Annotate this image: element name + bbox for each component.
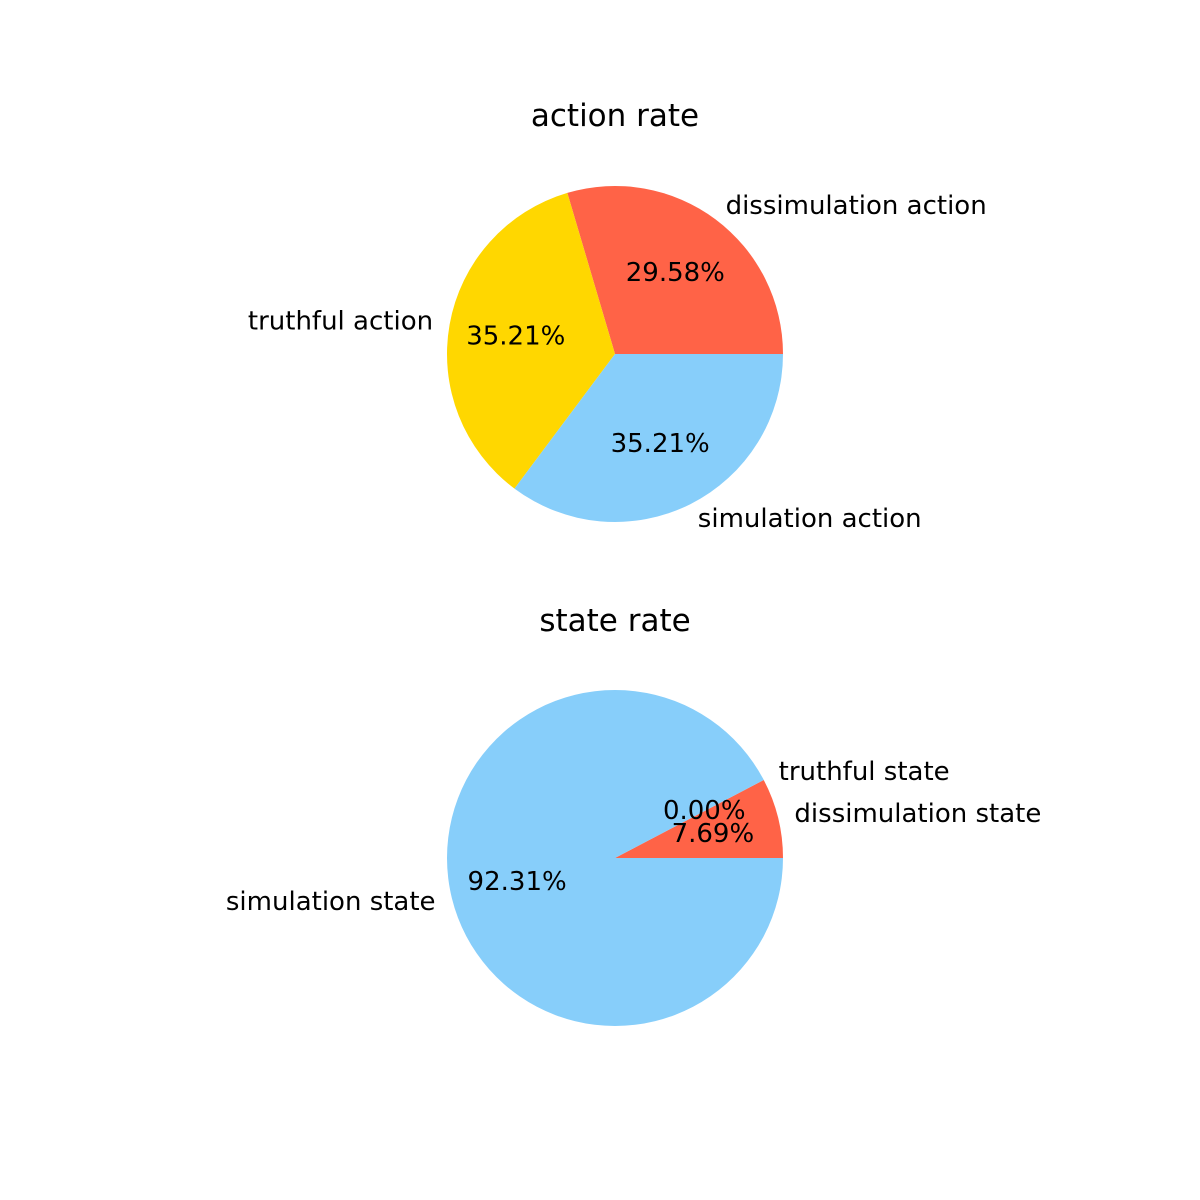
label-simulation-action: simulation action xyxy=(698,504,922,534)
label-truthful-action: truthful action xyxy=(248,306,433,336)
state-rate-title: state rate xyxy=(539,603,690,639)
slice-dissimulation-action xyxy=(567,186,783,354)
percent-truthful-action: 35.21% xyxy=(466,321,565,351)
action-rate-slices xyxy=(446,186,783,522)
percent-dissimulation-action: 29.58% xyxy=(626,258,725,288)
percent-simulation-state: 92.31% xyxy=(468,867,567,897)
state-rate-slices xyxy=(447,689,783,1026)
label-dissimulation-state: dissimulation state xyxy=(794,799,1041,829)
action-rate-title: action rate xyxy=(531,98,699,134)
action-rate-chart: action rate dissimulation action 29.58% tr… xyxy=(248,98,987,534)
state-rate-text-labels: dissimulation state 7.69% truthful state 0.… xyxy=(226,757,1041,917)
slice-truthful-action xyxy=(446,192,615,489)
percent-truthful-state: 0.00% xyxy=(663,796,746,826)
label-simulation-state: simulation state xyxy=(226,887,436,917)
state-rate-chart: state rate dissimulation state 7.69% truth… xyxy=(226,603,1041,1026)
action-rate-text-labels: dissimulation action 29.58% truthful actio… xyxy=(248,191,987,534)
label-truthful-state: truthful state xyxy=(779,757,950,787)
percent-dissimulation-state: 7.69% xyxy=(672,819,755,849)
percent-simulation-action: 35.21% xyxy=(611,429,710,459)
slice-simulation-action xyxy=(514,354,783,522)
label-dissimulation-action: dissimulation action xyxy=(726,191,987,221)
slice-simulation-state xyxy=(447,689,783,1026)
slice-dissimulation-state xyxy=(615,779,783,858)
